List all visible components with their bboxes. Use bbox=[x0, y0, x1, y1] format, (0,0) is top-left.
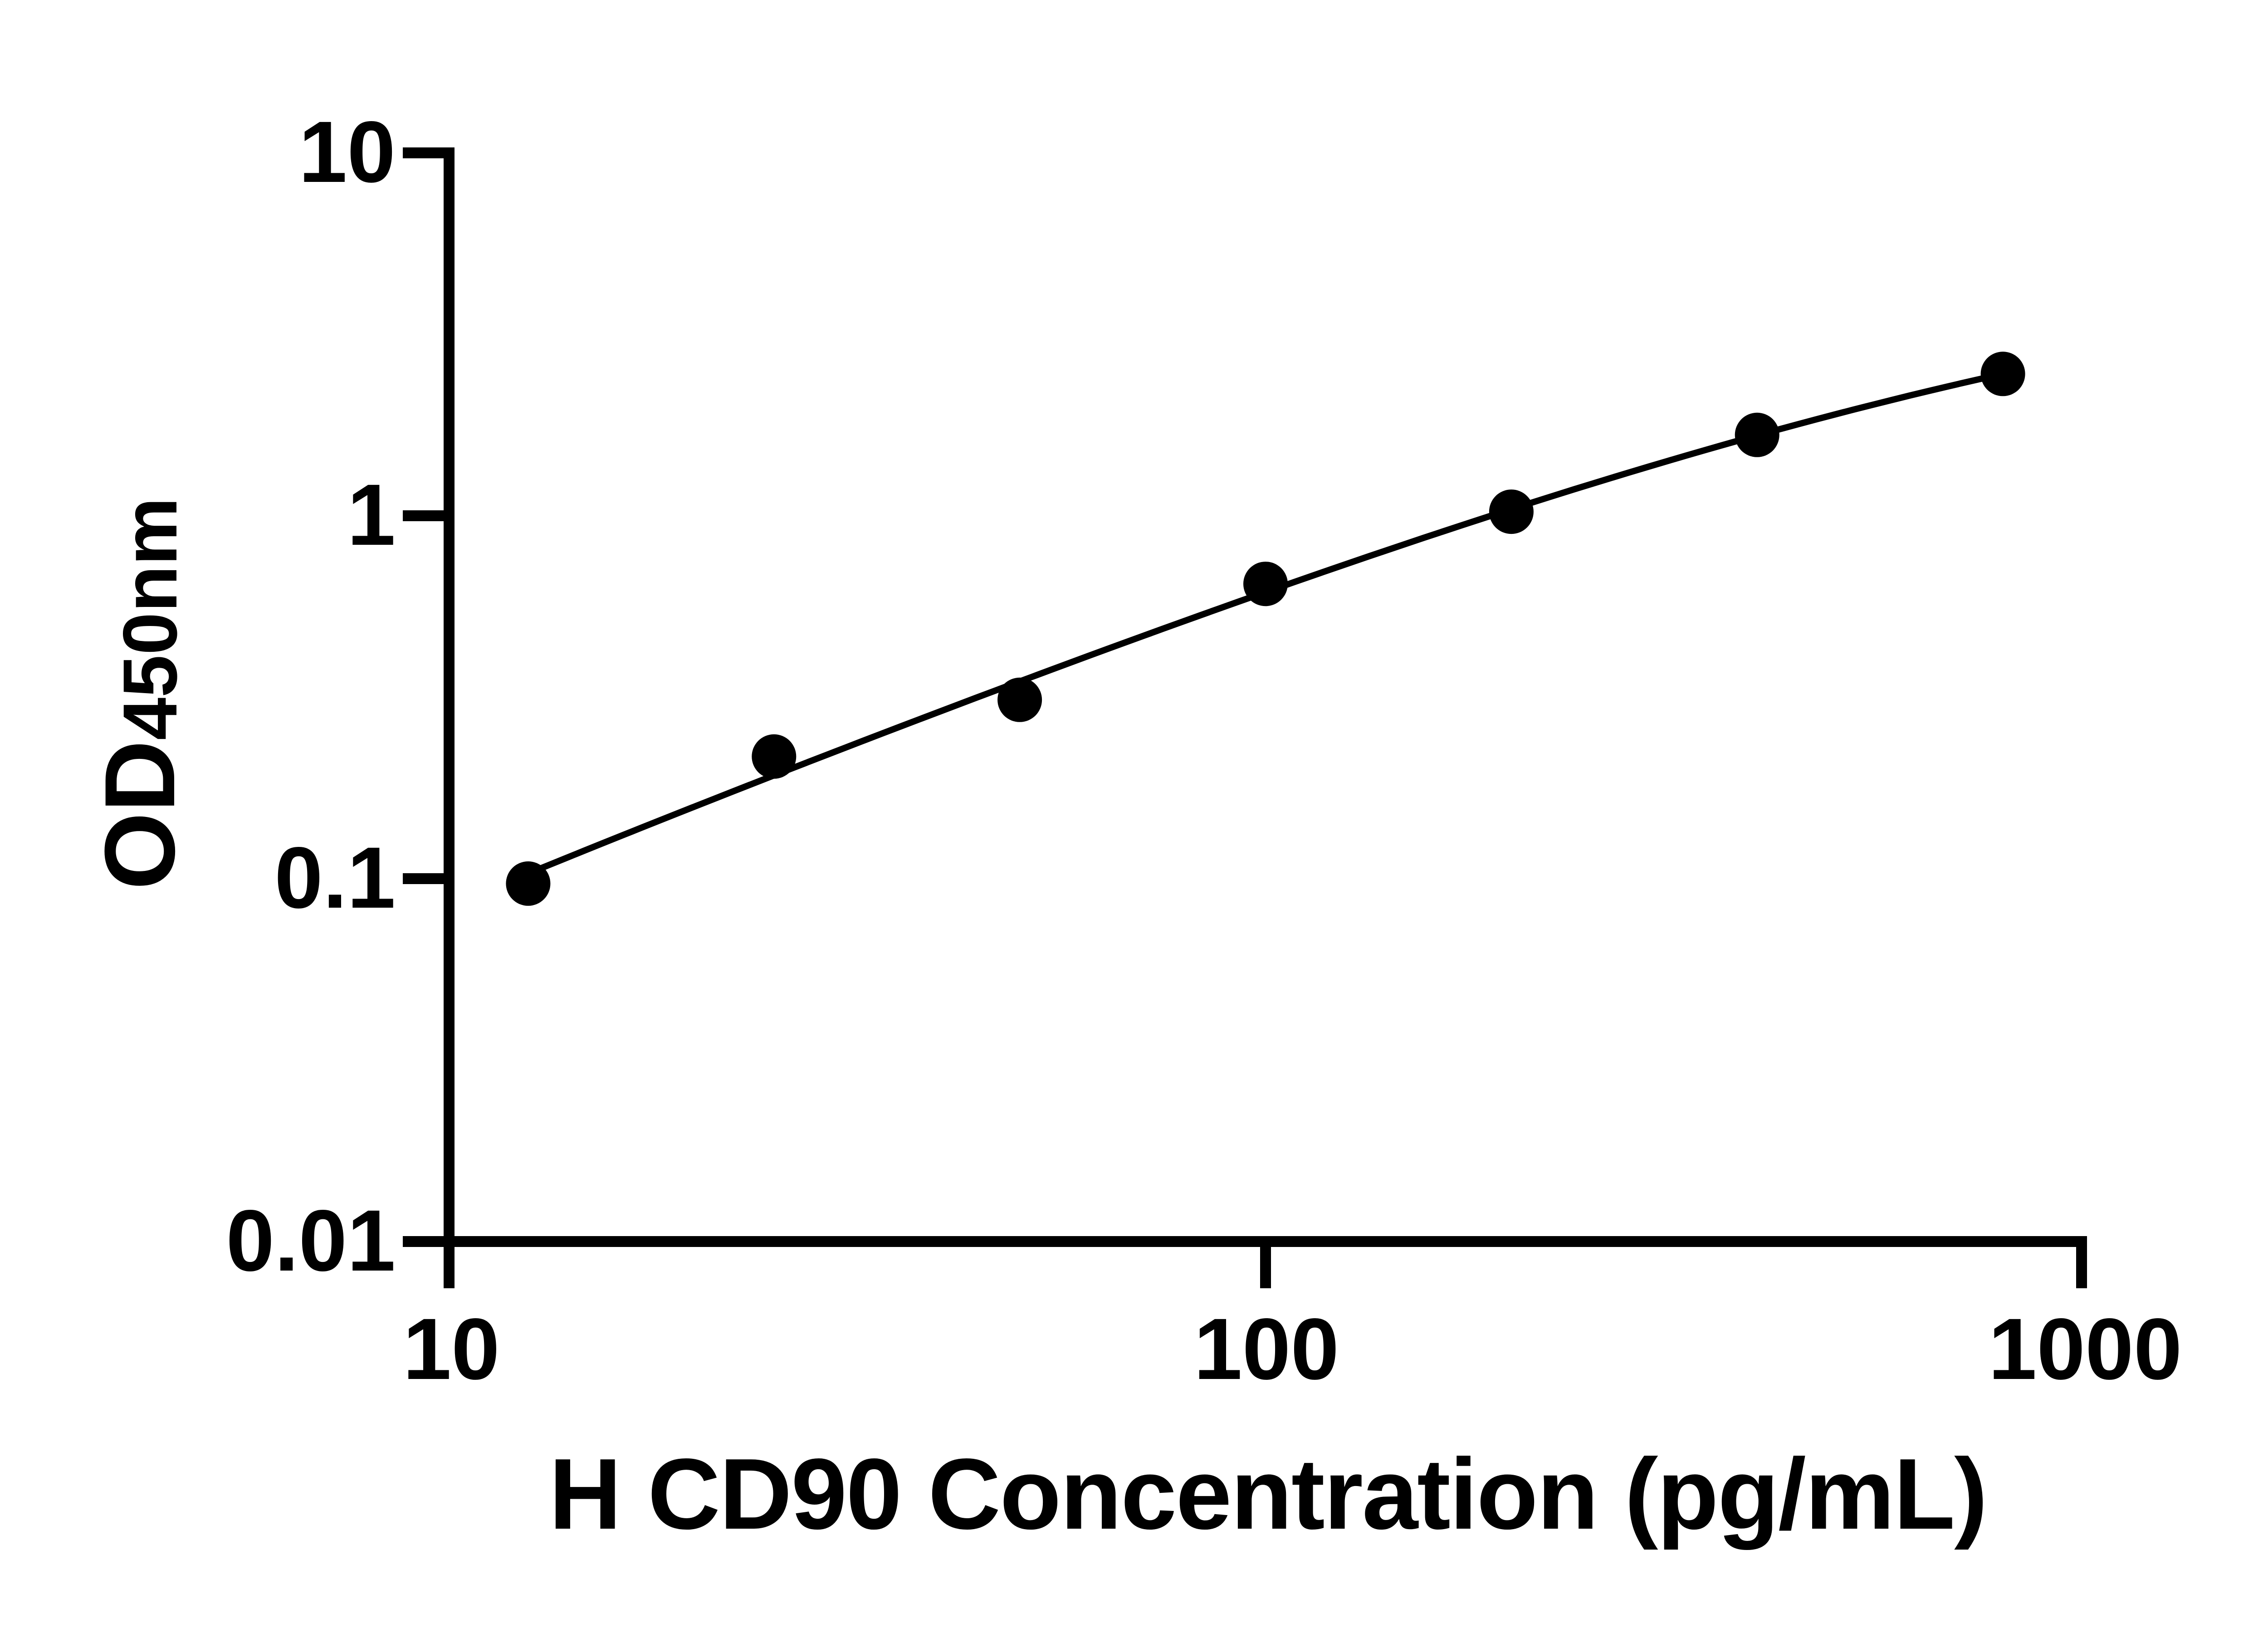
svg-text:H CD90 Concentration (pg/mL): H CD90 Concentration (pg/mL) bbox=[549, 1438, 1987, 1550]
svg-text:1000: 1000 bbox=[1988, 1300, 2182, 1398]
svg-text:100: 100 bbox=[1194, 1300, 1339, 1398]
svg-text:10: 10 bbox=[298, 103, 396, 200]
svg-text:0.1: 0.1 bbox=[274, 829, 396, 926]
svg-text:1: 1 bbox=[347, 466, 396, 563]
svg-text:0.01: 0.01 bbox=[226, 1192, 396, 1289]
svg-text:OD450nm: OD450nm bbox=[84, 497, 196, 890]
svg-text:10: 10 bbox=[403, 1300, 500, 1398]
